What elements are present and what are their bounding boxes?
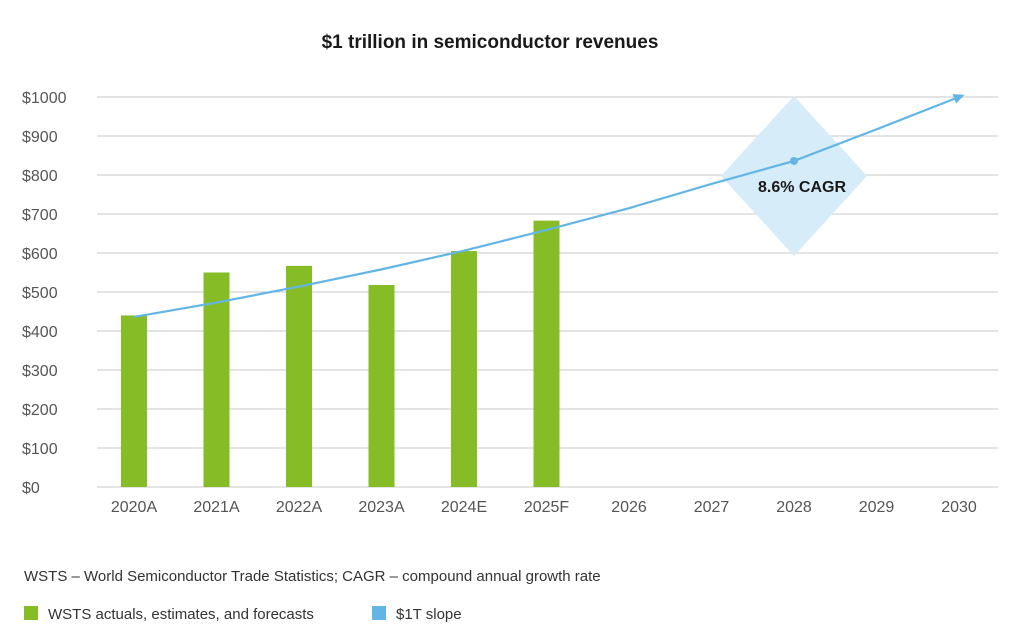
x-axis-ticks: 2020A 2021A 2022A 2023A 2024E 2025F 2026 2027 20… <box>111 499 977 516</box>
x-tick-label: 2024E <box>441 499 487 516</box>
legend-label-slope: $1T slope <box>396 606 462 623</box>
bar-2021A <box>203 272 230 487</box>
cagr-point-marker <box>790 156 798 165</box>
x-tick-label: 2025F <box>524 499 570 516</box>
cagr-highlight-diamond <box>721 95 867 256</box>
x-tick-label: 2027 <box>694 499 730 516</box>
legend-label-bars: WSTS actuals, estimates, and forecasts <box>48 606 314 623</box>
bar-2024E <box>451 251 477 487</box>
cagr-annotation: 8.6% CAGR <box>758 179 846 196</box>
y-tick-label: $0 <box>22 480 40 497</box>
x-tick-label: 2022A <box>276 499 323 516</box>
bar-2023A <box>368 284 395 487</box>
legend-swatch-slope <box>372 606 386 620</box>
chart-title: $1 trillion in semiconductor revenues <box>322 32 659 53</box>
x-tick-label: 2030 <box>941 499 977 516</box>
slope-line <box>133 95 960 319</box>
y-tick-label: $600 <box>22 246 58 263</box>
y-tick-label: $100 <box>22 441 58 458</box>
y-axis-ticks: $0 $100 $200 $300 $400 $500 $600 $700 $800 $900 $1… <box>22 90 67 497</box>
x-tick-label: 2029 <box>859 499 895 516</box>
bar-2025F <box>533 220 560 487</box>
y-tick-label: $800 <box>22 168 58 185</box>
bar-series <box>121 220 560 487</box>
y-tick-label: $500 <box>22 285 58 302</box>
footnote: WSTS – World Semiconductor Trade Statist… <box>24 568 601 585</box>
y-tick-label: $400 <box>22 324 58 341</box>
y-tick-label: $900 <box>22 129 58 146</box>
y-tick-label: $200 <box>22 402 58 419</box>
bar-2020A <box>121 315 147 487</box>
y-tick-label: $300 <box>22 363 58 380</box>
x-tick-label: 2023A <box>358 499 405 516</box>
slope-arrowhead <box>952 94 965 104</box>
x-tick-label: 2020A <box>111 499 158 516</box>
y-tick-label: $1000 <box>22 90 67 107</box>
bar-2022A <box>286 265 312 487</box>
x-tick-label: 2028 <box>776 499 812 516</box>
y-tick-label: $700 <box>22 207 58 224</box>
x-tick-label: 2026 <box>611 499 647 516</box>
x-tick-label: 2021A <box>193 499 240 516</box>
line-series <box>133 94 965 319</box>
legend-swatch-bars <box>24 606 38 620</box>
